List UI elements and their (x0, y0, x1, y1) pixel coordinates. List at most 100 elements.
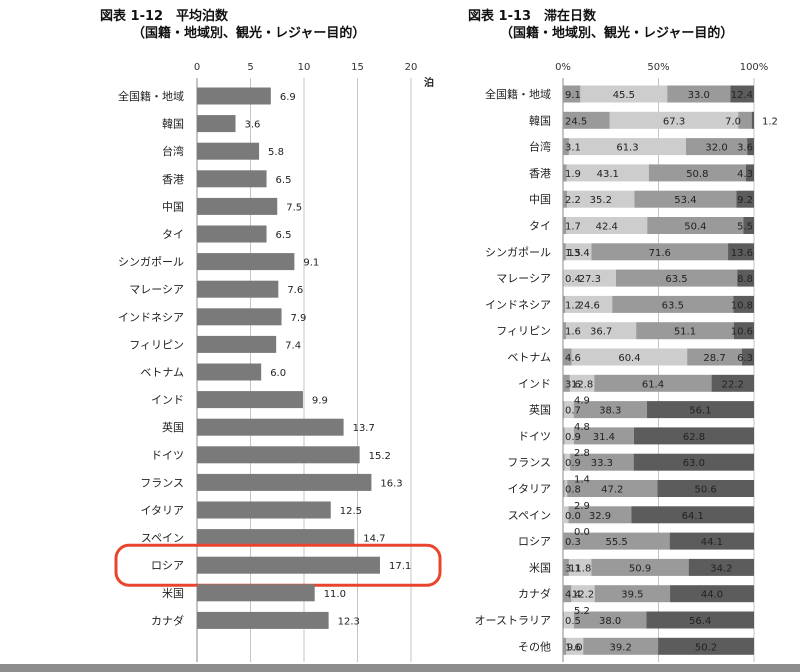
chart-1-category-label: 英国 (162, 420, 184, 434)
chart-1-value-label: 12.3 (338, 616, 360, 627)
chart-2-stack-segment (647, 217, 744, 234)
chart-2-stack-segment (612, 295, 734, 313)
chart-2-value-label: 61.3 (616, 143, 638, 154)
chart-1-category-label: 中国 (162, 200, 184, 213)
chart-1-bar (197, 501, 331, 519)
chart-2-value-label: 45.5 (613, 90, 635, 101)
chart-2-value-label: 1.4 (574, 475, 590, 486)
chart-2-stack-segment (563, 322, 567, 340)
chart-2-category-label: ロシア (518, 535, 551, 548)
chart-2-x-tick-label: 50% (647, 62, 669, 73)
chart-2-value-label: 56.4 (689, 616, 711, 627)
chart-2-value-label: 5.5 (737, 222, 753, 233)
chart-2-category-label: 英国 (529, 403, 551, 417)
chart-2-stack-segment (657, 480, 754, 497)
chart-2-stack-segment (733, 322, 754, 340)
chart-1-category-label: インド (151, 394, 184, 407)
chart-2-value-label: 33.0 (688, 90, 710, 101)
chart-2-stack-segment (646, 611, 754, 629)
chart-2-stack-segment (563, 585, 572, 603)
chart-2-stack-segment (563, 453, 565, 471)
chart-2-category-label: インドネシア (485, 298, 551, 311)
chart-2-stack-segment (563, 269, 564, 287)
chart-1-value-label: 3.6 (245, 120, 261, 131)
chart-1-bar (197, 225, 267, 243)
chart-1-bar (197, 418, 344, 436)
chart-2-stack-segment (563, 243, 566, 261)
chart-2-value-label: 13.6 (731, 248, 753, 259)
chart-1-value-label: 17.1 (389, 561, 411, 572)
chart-2-stack-segment (738, 111, 752, 129)
chart-1-bar (197, 253, 295, 271)
chart-1-value-label: 7.5 (286, 202, 302, 213)
chart-2-stack-segment (741, 348, 754, 366)
chart-2-value-label: 39.2 (610, 642, 632, 653)
chart-2-value-label: 0.0 (574, 527, 590, 538)
chart-2-stack-segment (733, 295, 754, 313)
chart-2-category-label: フィリピン (496, 325, 551, 338)
chart-2-category-label: オーストラリア (475, 614, 551, 627)
chart-1-bar (197, 473, 372, 491)
chart-1-category-label: 米国 (162, 587, 184, 600)
chart-2-value-label: 2.8 (574, 448, 590, 459)
chart-1-category-label: カナダ (151, 613, 184, 627)
chart-1-title-block: 図表 1-12 平均泊数 （国籍・地域別、観光・レジャー目的） (100, 8, 365, 42)
chart-2-value-label: 0.4 (565, 274, 581, 285)
chart-2-value-label: 0.0 (565, 511, 581, 522)
chart-1-category-label: 香港 (162, 173, 184, 186)
chart-1-category-label: インドネシア (118, 311, 184, 324)
chart-1-x-tick-label: 10 (298, 62, 311, 73)
chart-2-value-label: 35.2 (590, 195, 612, 206)
chart-2-stack-segment (658, 637, 754, 655)
chart-2-stack-segment (751, 111, 754, 129)
chart-2-stack-segment (609, 111, 739, 129)
chart-1-bar (197, 170, 267, 188)
chart-2-category-label: 韓国 (529, 114, 551, 127)
chart-2-stack-segment (711, 374, 754, 392)
chart-1-category-label: 台湾 (162, 144, 184, 158)
chart-2-category-label: カナダ (518, 587, 551, 601)
chart-1-category-label: 韓国 (162, 118, 184, 131)
chart-2-stack-segment (646, 401, 754, 419)
chart-2-value-label: 50.6 (695, 485, 717, 496)
chart-2-stack-segment (667, 85, 731, 103)
chart-2-stack-segment (688, 558, 754, 576)
chart-2-stack-segment (743, 217, 754, 234)
chart-1-bar (197, 363, 262, 381)
chart-2-value-label: 61.4 (642, 379, 664, 390)
chart-2-category-label: 香港 (529, 167, 551, 180)
chart-2-value-label: 67.3 (663, 116, 685, 127)
chart-2-stack-segment (563, 637, 567, 655)
chart-2-stack-segment (563, 611, 564, 629)
chart-2-stack-segment (563, 85, 581, 103)
chart-2-value-label: 33.3 (591, 458, 613, 469)
chart-1-category-label: ドイツ (151, 449, 184, 462)
chart-1-value-label: 7.4 (285, 340, 301, 351)
chart-1-category-label: イタリア (140, 504, 184, 517)
chart-2-stack-segment (567, 480, 658, 497)
chart-2-stack-segment (687, 348, 742, 366)
chart-2-value-label: 12.2 (572, 590, 594, 601)
chart-2-value-label: 36.7 (590, 327, 612, 338)
chart-2-stack-segment (563, 401, 565, 419)
chart-2-stack-segment (563, 164, 567, 182)
bottom-strip (0, 664, 800, 672)
chart-1-value-label: 7.9 (291, 313, 307, 324)
chart-1-category-label: フランス (140, 476, 184, 489)
chart-2-stack-segment (568, 558, 592, 576)
chart-1-x-tick-label: 15 (351, 62, 364, 73)
chart-2-value-label: 4.4 (565, 590, 581, 601)
chart-2-stack-segment (563, 348, 572, 366)
chart-2-stack-segment (563, 138, 569, 156)
chart-2-value-label: 27.3 (579, 274, 601, 285)
chart-2-category-label: ドイツ (518, 430, 551, 443)
chart-2-stack-segment (730, 85, 754, 103)
chart-2-value-label: 9.0 (567, 642, 583, 653)
chart-1-unit-label: 泊 (424, 76, 434, 89)
chart-2-stack-segment (633, 453, 754, 471)
chart-2-value-label: 4.6 (565, 353, 581, 364)
chart-1-value-label: 6.5 (276, 175, 292, 186)
chart-2-subtitle: （国籍・地域別、観光・レジャー目的） (500, 26, 734, 41)
chart-2-value-label: 71.6 (649, 248, 671, 259)
